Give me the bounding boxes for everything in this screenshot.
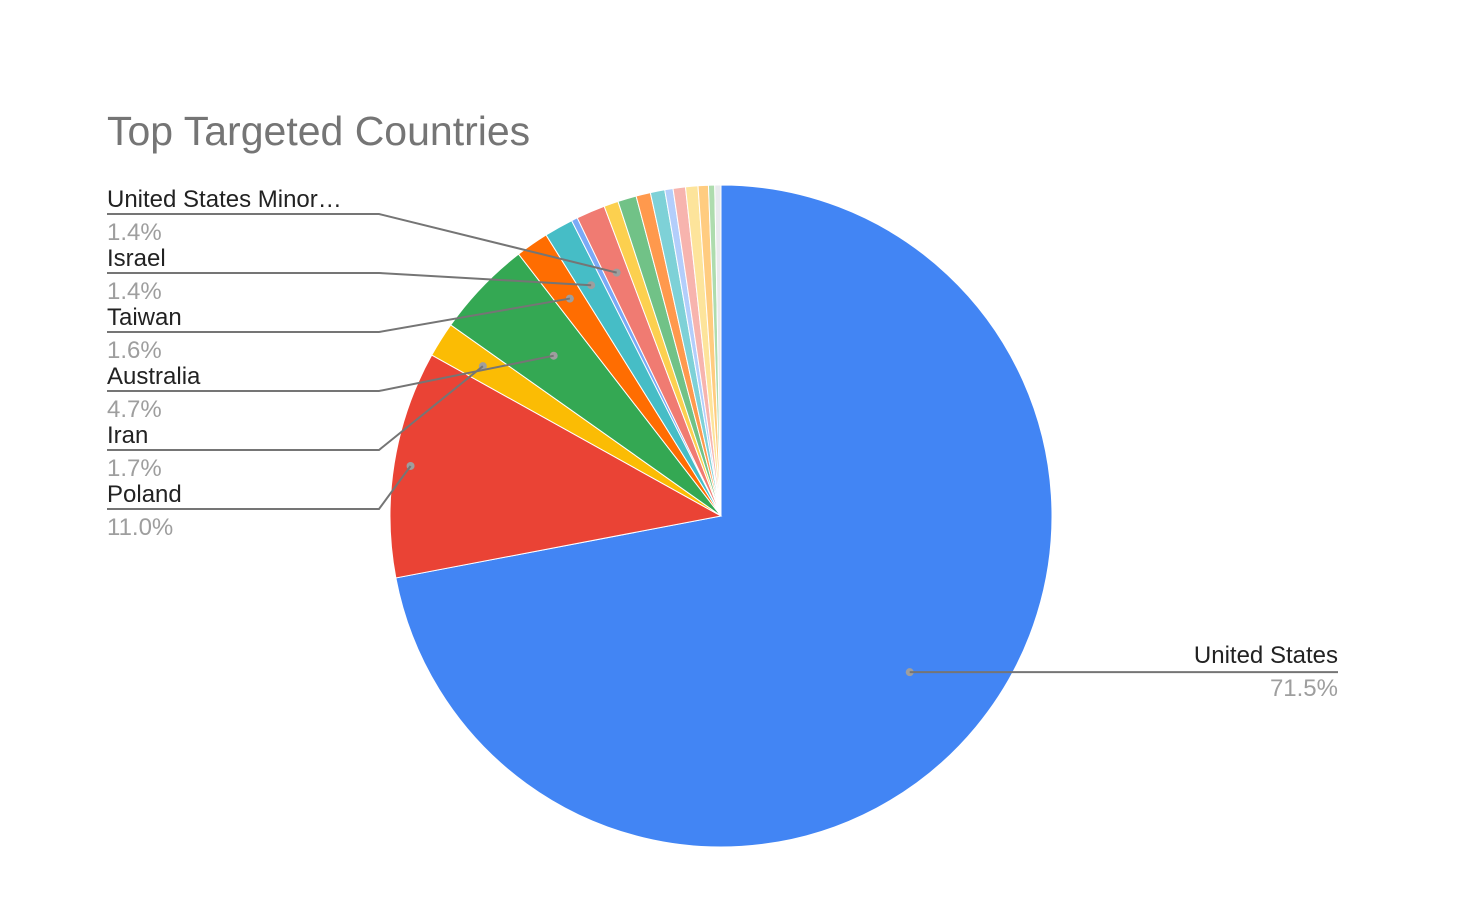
pie-slices (389, 184, 1053, 848)
label-name-taiwan: Taiwan (107, 304, 182, 331)
leader-line-israel (107, 272, 592, 287)
label-value-united-states-minor: 1.4% (107, 219, 162, 246)
leader-line-poland (107, 465, 412, 510)
leader-line-iran (107, 365, 484, 451)
label-name-australia: Australia (107, 363, 201, 390)
label-name-united-states-minor: United States Minor… (107, 186, 342, 213)
label-value-taiwan: 1.6% (107, 337, 162, 364)
pie-slice-united-states (395, 184, 1053, 848)
label-name-iran: Iran (107, 422, 148, 449)
pie-labels: United States 71.5% Poland 11.0% Iran 1.7% Aus… (107, 186, 1338, 702)
leader-line-australia (107, 354, 554, 392)
label-value-iran: 1.7% (107, 455, 162, 482)
pie-slice-other-17 (714, 184, 722, 517)
label-value-poland: 11.0% (107, 514, 173, 541)
pie-slice-poland (389, 354, 723, 579)
label-value-australia: 4.7% (107, 396, 162, 423)
label-value-united-states: 71.5% (1270, 675, 1338, 702)
leader-line-taiwan (107, 297, 571, 333)
chart-title: Top Targeted Countries (107, 108, 531, 154)
leader-line-united-states-minor (107, 213, 617, 274)
label-name-poland: Poland (107, 481, 182, 508)
label-value-israel: 1.4% (107, 278, 162, 305)
label-name-united-states: United States (1194, 642, 1338, 669)
label-name-israel: Israel (107, 245, 166, 272)
